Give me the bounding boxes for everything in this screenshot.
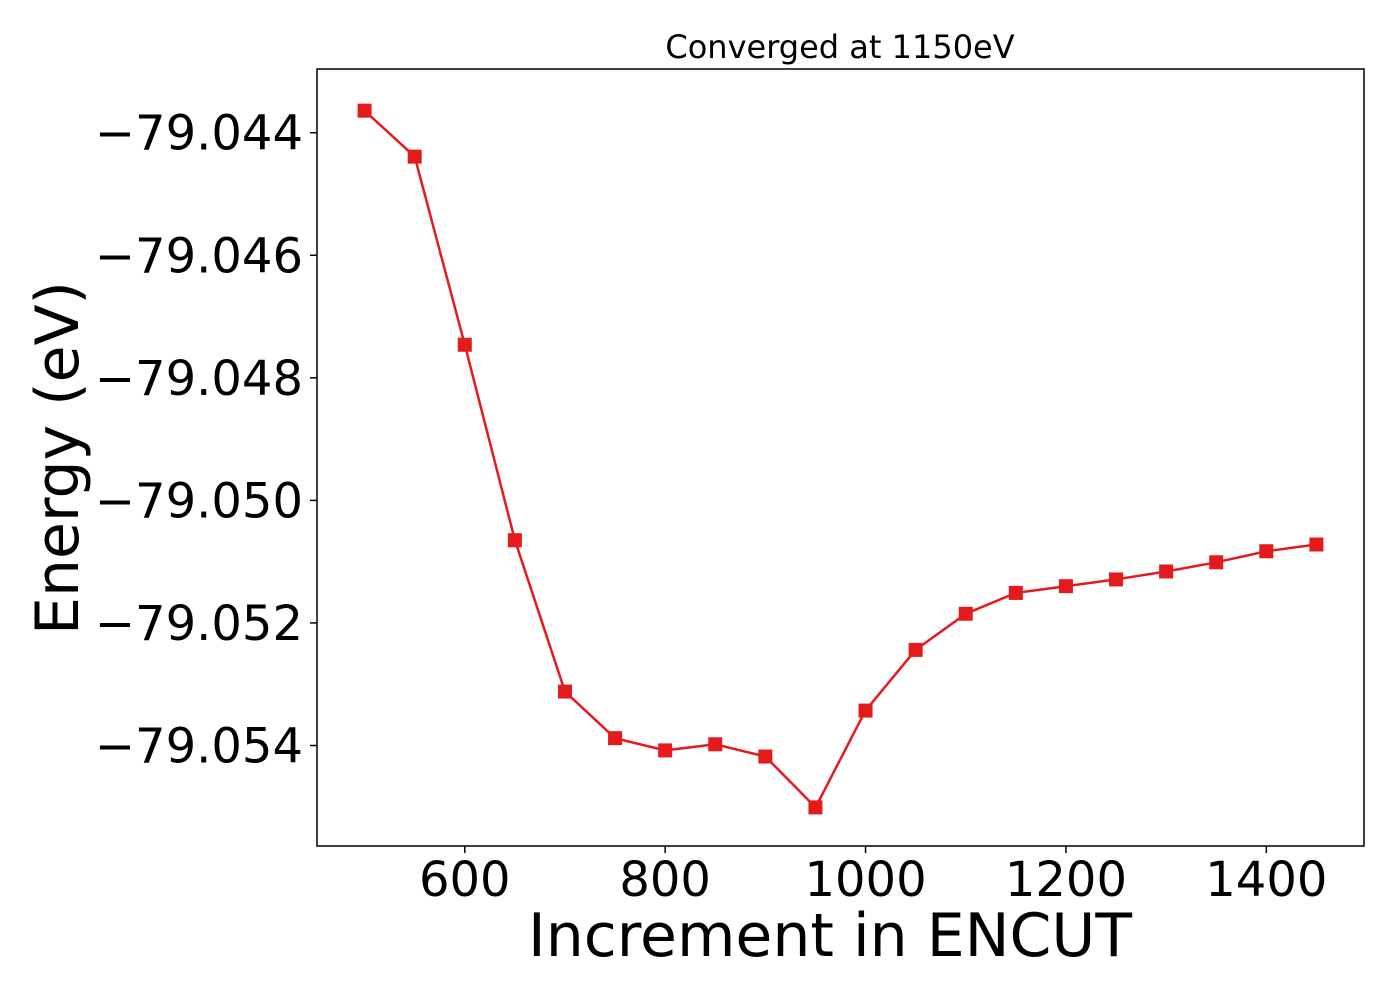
data-point-marker — [658, 743, 673, 758]
data-point-marker — [908, 642, 923, 657]
x-tick-label: 800 — [619, 852, 711, 908]
x-axis: 600 800 1000 1200 1400 — [419, 846, 1327, 908]
x-tick-label: 1200 — [1005, 852, 1127, 908]
data-point-marker — [1159, 564, 1174, 579]
y-tick-label: −79.050 — [95, 473, 303, 529]
data-point-marker — [1109, 572, 1124, 587]
data-point-marker — [958, 606, 973, 621]
data-point-marker — [858, 703, 873, 718]
data-point-marker — [708, 737, 723, 752]
data-point-marker — [557, 684, 572, 699]
x-tick-label: 600 — [419, 852, 511, 908]
data-point-marker — [457, 337, 472, 352]
data-point-marker — [357, 103, 372, 118]
x-tick-label: 1400 — [1205, 852, 1327, 908]
data-point-marker — [808, 800, 823, 815]
plot-area-frame — [316, 68, 1365, 847]
y-tick-label: −79.054 — [95, 719, 303, 775]
data-point-marker — [507, 533, 522, 548]
data-point-marker — [1058, 579, 1073, 594]
data-point-marker — [1008, 585, 1023, 600]
y-tick-label: −79.044 — [95, 106, 303, 162]
data-point-marker — [1209, 555, 1224, 570]
data-point-marker — [758, 749, 773, 764]
x-tick-label: 1000 — [804, 852, 926, 908]
data-point-marker — [407, 149, 422, 164]
chart-title: Converged at 1150eV — [665, 28, 1014, 66]
y-tick-label: −79.046 — [95, 228, 303, 284]
data-point-marker — [608, 731, 623, 746]
y-tick-label: −79.052 — [95, 596, 303, 652]
y-axis: −79.044 −79.046 −79.048 −79.050 −79.052 −79.0… — [95, 106, 317, 775]
series-energy — [357, 103, 1324, 815]
y-axis-label: Energy (eV) — [23, 281, 93, 635]
data-point-marker — [1309, 537, 1324, 552]
data-point-marker — [1259, 544, 1274, 559]
x-axis-label: Increment in ENCUT — [528, 901, 1132, 971]
y-tick-label: −79.048 — [95, 351, 303, 407]
series-line — [363, 109, 1317, 809]
